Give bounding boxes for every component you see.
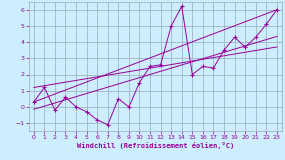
X-axis label: Windchill (Refroidissement éolien,°C): Windchill (Refroidissement éolien,°C) [77, 142, 234, 149]
